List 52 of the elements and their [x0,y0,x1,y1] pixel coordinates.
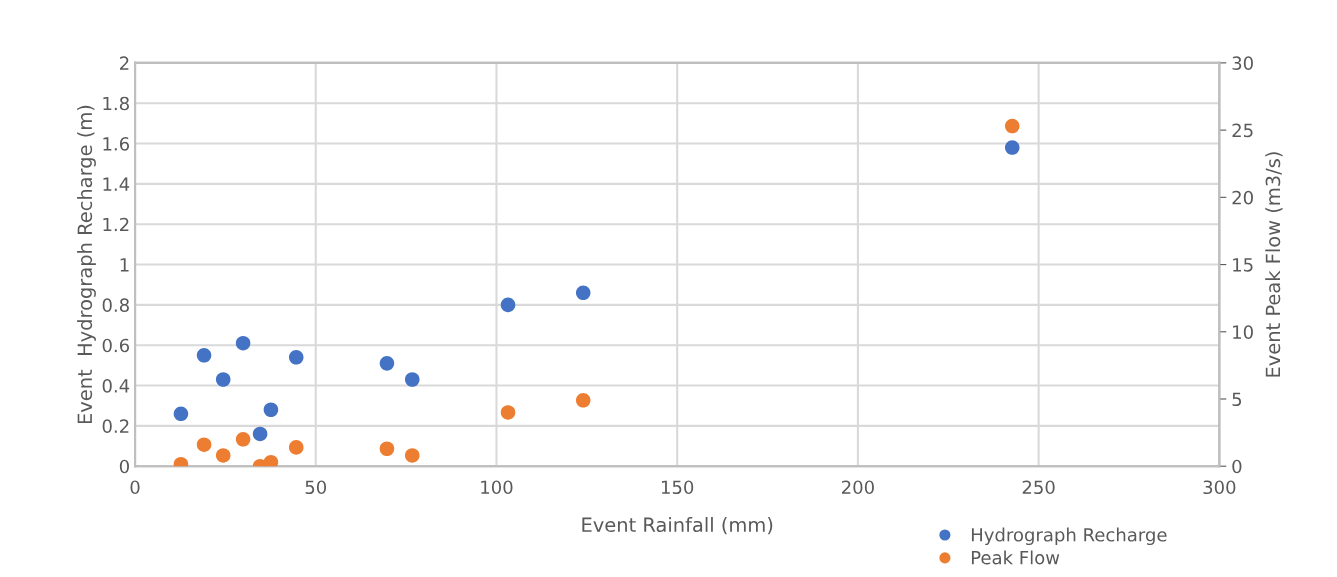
point [215,372,231,387]
point [575,393,591,408]
point [1004,140,1020,155]
point [263,454,279,467]
y-tick-label: 0.8 [102,298,129,312]
point [288,440,304,455]
y2-tick-label: 10 [1233,325,1253,339]
y-tick-label: 1.4 [103,177,130,191]
point [1004,118,1020,134]
y-tick-label: 1.2 [103,217,129,232]
y-axis-title: Event Hydrograph Recharge (m) [77,105,96,424]
point [379,441,395,457]
point [196,437,212,452]
y-tick-label: 0.2 [102,419,129,433]
y2-tick-label: 0 [1232,459,1242,474]
y-tick-label: 0.6 [102,338,130,353]
y-tick-label: 1.8 [103,96,129,111]
legend-label: Peak Flow [971,550,1060,565]
point [404,372,420,387]
x-axis-title: Event Rainfall (mm) [582,517,773,535]
point [288,350,304,365]
y2-tick-label: 20 [1232,190,1253,205]
point [196,348,212,363]
y-tick-label: 0.4 [102,379,130,393]
point [235,335,251,351]
y2-tick-label: 25 [1232,123,1253,138]
y2-tick-label: 30 [1232,56,1253,71]
point [500,405,516,420]
point [173,406,189,422]
point [500,297,516,313]
y-tick-label: 1 [120,258,129,272]
x-tick-label: 200 [842,480,874,495]
x-tick-label: 0 [130,480,140,495]
point [215,448,231,463]
x-tick-label: 250 [1022,480,1055,495]
point [263,402,279,418]
y-tick-label: 2 [120,56,129,70]
point [235,432,251,447]
point [379,356,395,371]
point [404,448,420,463]
y-tick-label: 1.6 [103,137,130,151]
x-tick-label: 150 [661,480,694,495]
y2-tick-label: 5 [1232,392,1242,407]
x-tick-label: 50 [305,480,327,495]
y2-tick-label: 15 [1233,258,1253,272]
point [575,285,591,301]
y-tick-label: 0 [119,459,129,474]
point [252,426,268,442]
x-tick-label: 100 [481,480,513,495]
x-tick-label: 300 [1203,480,1236,495]
y2-axis-title: Event Peak Flow (m3/s) [1265,152,1283,377]
legend-label: Hydrograph Recharge [971,527,1167,546]
